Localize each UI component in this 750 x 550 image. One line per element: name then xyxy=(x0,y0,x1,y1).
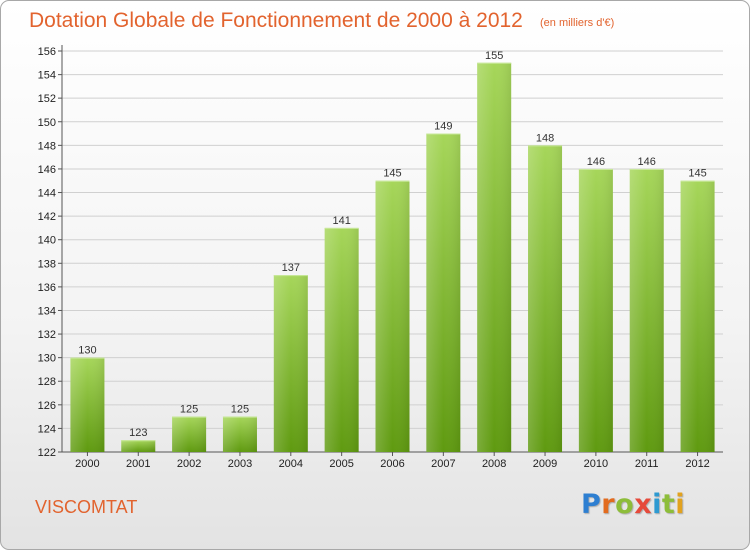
x-tick-label: 2004 xyxy=(279,458,303,470)
y-tick-label: 146 xyxy=(38,164,56,176)
y-tick-label: 152 xyxy=(38,93,56,105)
logo-letter: P xyxy=(581,489,602,520)
y-tick-label: 122 xyxy=(38,447,56,459)
x-tick-label: 2005 xyxy=(329,458,353,470)
value-label: 141 xyxy=(332,215,350,227)
value-labels: 130 123 125 125 137 141 145 149 155 148 146 146 145 xyxy=(78,50,707,439)
x-tick-label: 2006 xyxy=(380,458,404,470)
logo-letter: o xyxy=(615,489,635,520)
x-tick-label: 2001 xyxy=(126,458,150,470)
x-tick-label: 2008 xyxy=(482,458,506,470)
bar-shine xyxy=(375,180,410,452)
value-label: 145 xyxy=(383,168,401,180)
x-tick-label: 2010 xyxy=(584,458,608,470)
chart-title: Dotation Globale de Fonctionnement de 20… xyxy=(29,9,523,32)
value-label: 155 xyxy=(485,50,503,62)
x-tick-label: 2007 xyxy=(431,458,455,470)
value-label: 145 xyxy=(688,168,706,180)
value-label: 123 xyxy=(129,427,147,439)
x-tick-label: 2012 xyxy=(685,458,709,470)
x-tick-label: 2002 xyxy=(177,458,201,470)
bar-shine xyxy=(324,227,359,452)
value-label: 146 xyxy=(638,156,656,168)
logo-letter: i xyxy=(652,489,662,520)
y-tick-label: 126 xyxy=(38,400,56,412)
y-tick-label: 124 xyxy=(38,423,56,435)
value-label: 149 xyxy=(434,121,452,133)
bar-shine xyxy=(477,62,512,452)
bars xyxy=(70,62,715,453)
bar-shine xyxy=(121,440,156,452)
bar-shine xyxy=(273,275,308,452)
y-tick-label: 150 xyxy=(38,117,56,129)
value-label: 137 xyxy=(282,262,300,274)
y-tick-label: 128 xyxy=(38,376,56,388)
bar-shine xyxy=(426,133,461,452)
bar-shine xyxy=(578,168,613,453)
logo-letter: x xyxy=(634,489,653,520)
bar-shine xyxy=(528,145,563,452)
logo-letter: i xyxy=(675,489,686,520)
x-tick-label: 2009 xyxy=(533,458,557,470)
y-tick-label: 136 xyxy=(38,282,56,294)
x-tick-label: 2000 xyxy=(75,458,99,470)
y-tick-label: 134 xyxy=(38,305,56,317)
value-label: 125 xyxy=(180,404,198,416)
y-tick-label: 138 xyxy=(38,258,56,270)
bar-shine xyxy=(629,168,664,453)
x-tick-label: 2003 xyxy=(228,458,252,470)
commune-name: VISCOMTAT xyxy=(35,497,138,517)
proxiti-logo[interactable]: Proxiti xyxy=(581,489,685,520)
logo-letter: t xyxy=(661,489,676,520)
bar-shine xyxy=(70,357,105,452)
y-tick-label: 156 xyxy=(38,46,56,58)
value-label: 146 xyxy=(587,156,605,168)
bar-shine xyxy=(680,180,715,452)
logo-letter: r xyxy=(601,489,616,520)
value-label: 125 xyxy=(231,404,249,416)
y-tick-label: 148 xyxy=(38,140,56,152)
y-tick-label: 142 xyxy=(38,211,56,223)
y-tick-label: 140 xyxy=(38,235,56,247)
y-tick-label: 144 xyxy=(38,188,56,200)
bar-shine xyxy=(172,416,207,452)
chart-unit: (en milliers d'€) xyxy=(540,17,615,29)
y-tick-label: 154 xyxy=(38,70,56,82)
value-label: 148 xyxy=(536,132,554,144)
x-tick-label: 2011 xyxy=(635,458,659,470)
value-label: 130 xyxy=(78,345,96,357)
y-tick-label: 130 xyxy=(38,353,56,365)
tick-labels: 1221241261281301321341361381401421441461… xyxy=(38,46,710,470)
bar-shine xyxy=(222,416,257,452)
y-tick-label: 132 xyxy=(38,329,56,341)
